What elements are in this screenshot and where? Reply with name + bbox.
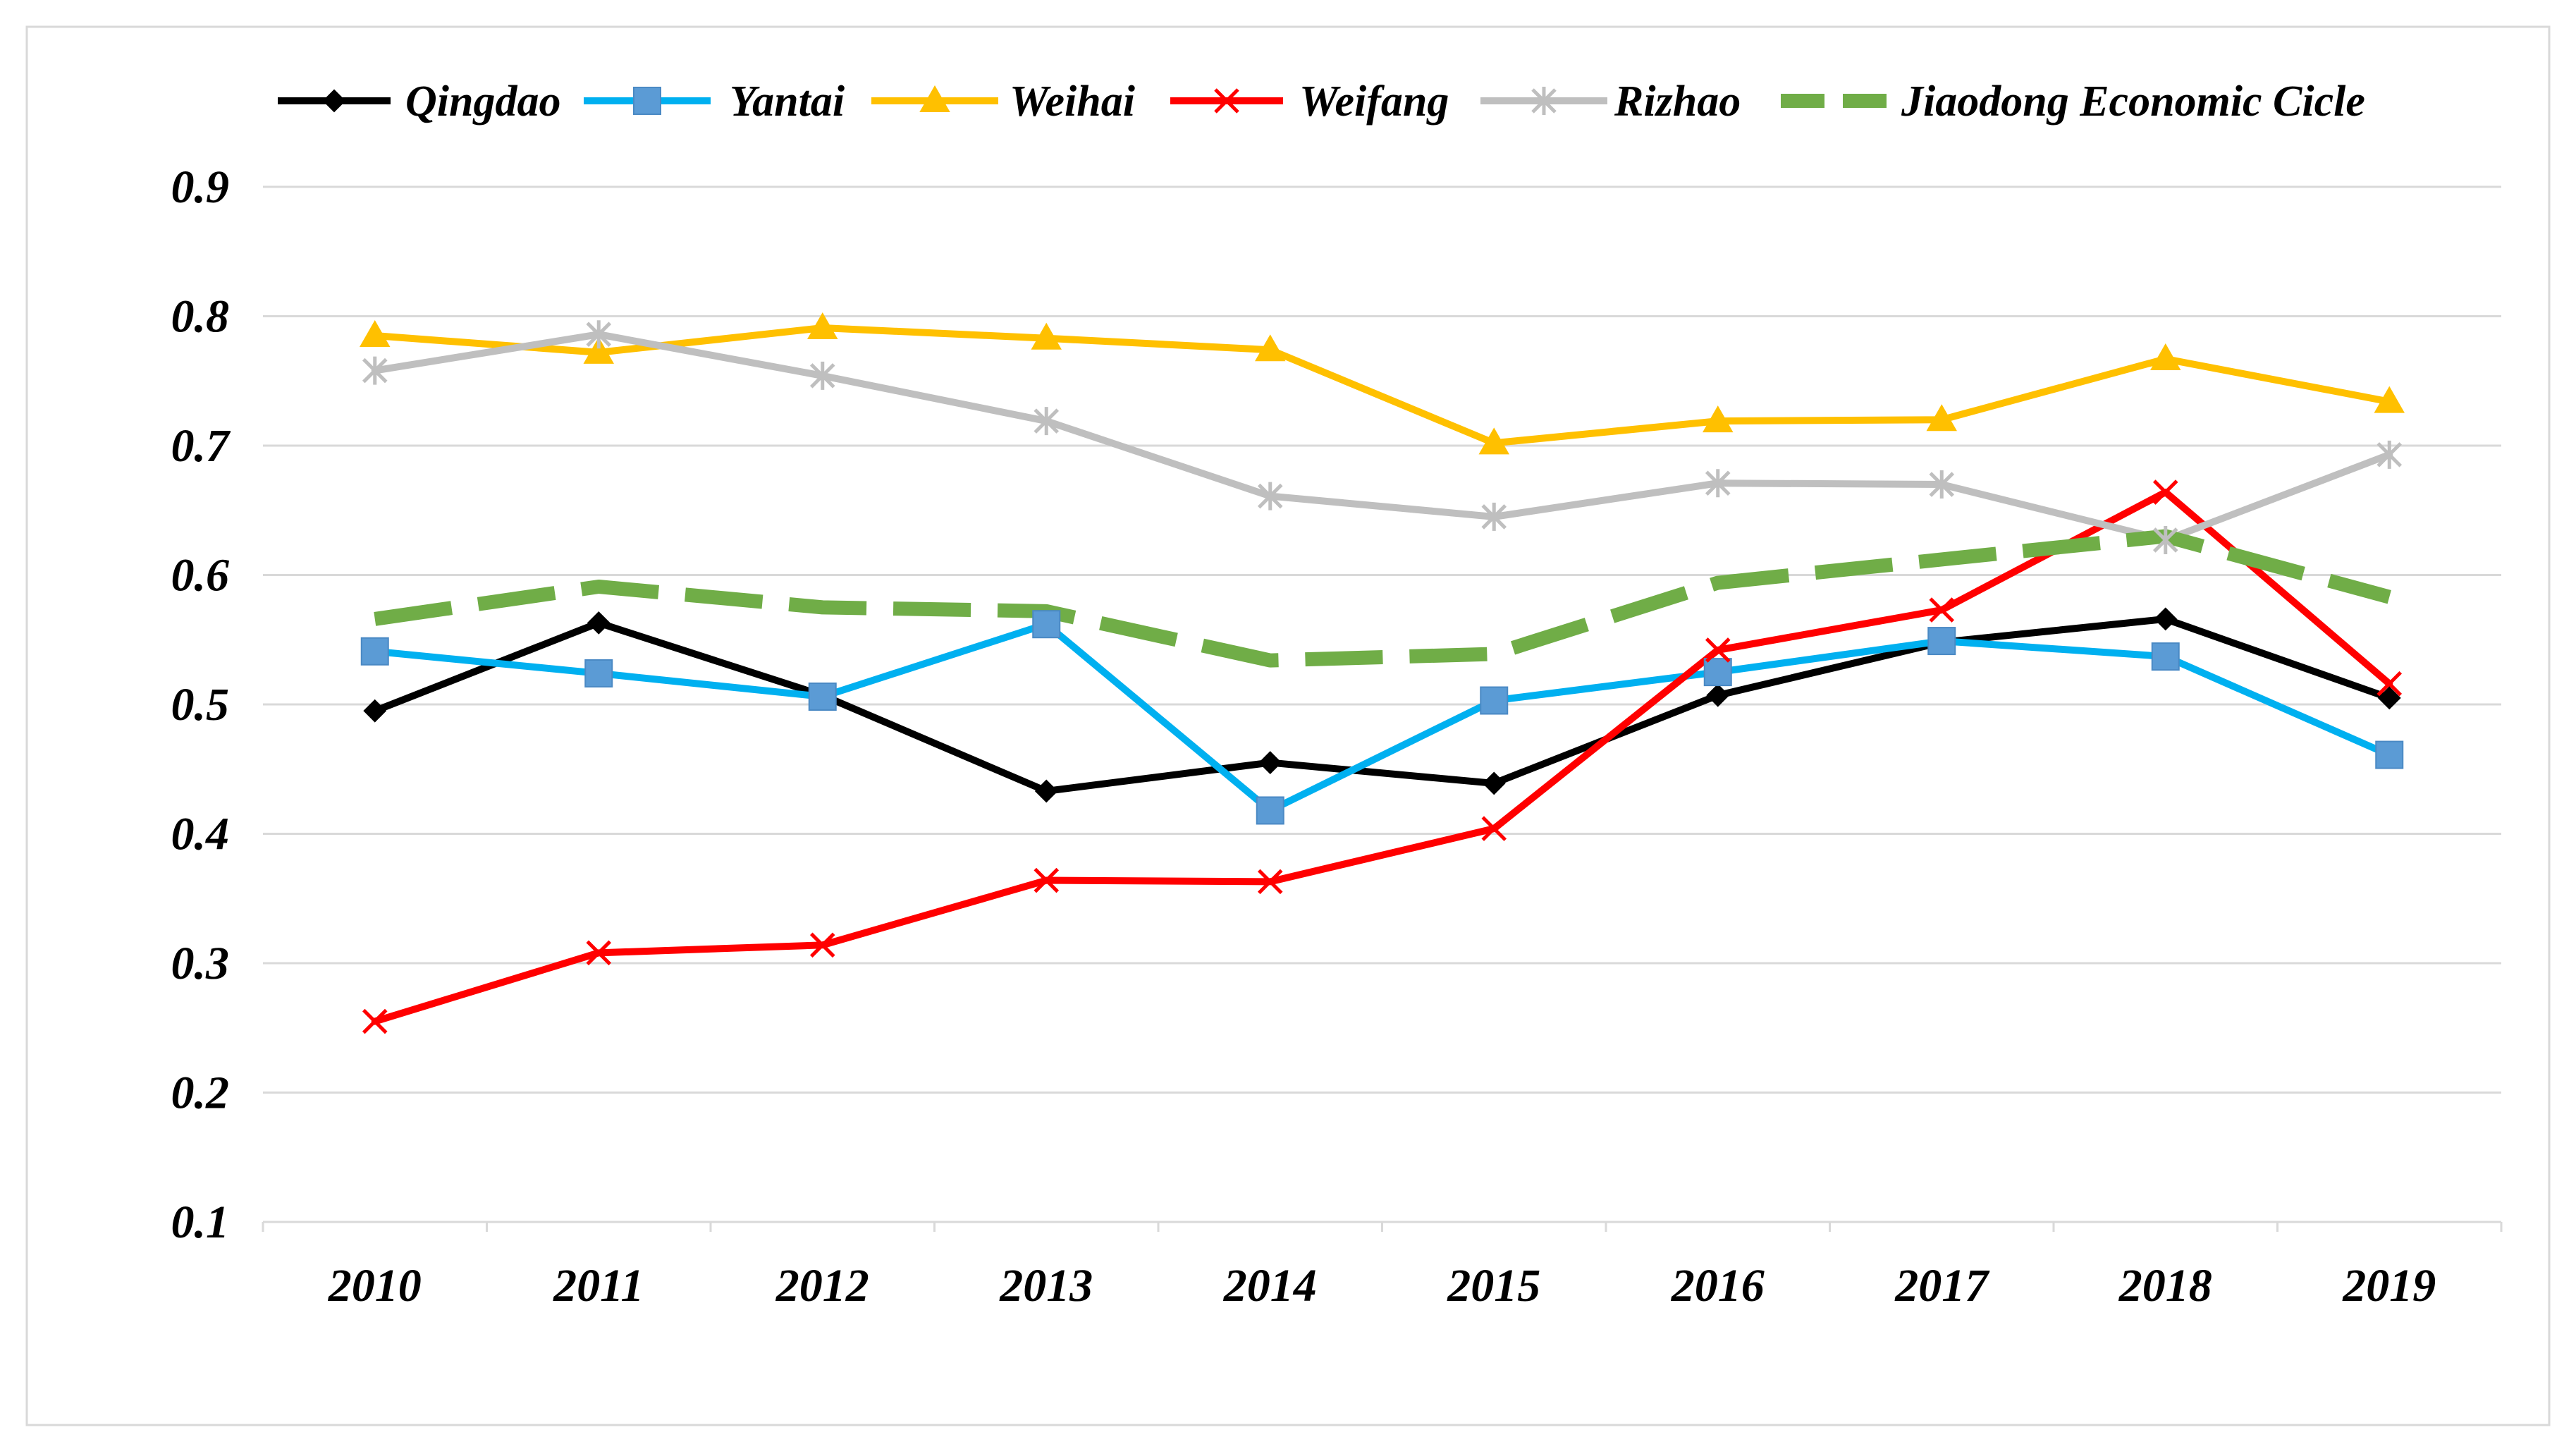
point-rizhao-2013 xyxy=(1034,407,1060,436)
legend-item-qingdao: Qingdao xyxy=(278,78,560,126)
x-tick-label-2010: 2010 xyxy=(328,1260,422,1312)
x-tick-label-2018: 2018 xyxy=(2118,1260,2212,1312)
point-rizhao-2010 xyxy=(362,356,388,385)
point-qingdao-2013 xyxy=(1034,779,1058,803)
point-weifang-2016 xyxy=(1705,637,1731,663)
legend-label-rizhao: Rizhao xyxy=(1614,78,1741,126)
point-qingdao-2011 xyxy=(587,611,611,635)
x-tick-label-2019: 2019 xyxy=(2342,1260,2436,1312)
legend-item-yantai: Yantai xyxy=(584,78,845,126)
y-tick-label: 0.1 xyxy=(171,1197,230,1248)
point-rizhao-2018 xyxy=(2152,525,2178,554)
point-weifang-2017 xyxy=(1929,597,1955,623)
point-weihai-2014 xyxy=(1255,334,1286,362)
y-tick-label: 0.5 xyxy=(171,679,230,730)
y-tick-label: 0.8 xyxy=(171,291,230,343)
point-yantai-2016 xyxy=(1703,658,1732,687)
x-tick-label-2016: 2016 xyxy=(1671,1260,1765,1312)
series-line-weihai xyxy=(371,324,2393,447)
legend-marker-weifang xyxy=(1214,88,1239,114)
point-weihai-2015 xyxy=(1478,427,1509,455)
legend: Qingdao Yantai Weihai Weifang Rizhao Jiaodong… xyxy=(278,78,2365,126)
point-yantai-2013 xyxy=(1032,610,1061,639)
legend-item-weihai: Weihai xyxy=(871,78,1135,126)
point-rizhao-2011 xyxy=(586,320,612,349)
point-qingdao-2019 xyxy=(2377,686,2401,710)
point-yantai-2012 xyxy=(808,682,837,711)
x-tick-label-2014: 2014 xyxy=(1223,1260,1317,1312)
series-line-qingdao xyxy=(371,615,2393,795)
x-tick-label-2012: 2012 xyxy=(775,1260,869,1312)
point-yantai-2015 xyxy=(1480,686,1509,715)
y-tick-label: 0.6 xyxy=(171,550,230,601)
series-lines xyxy=(371,324,2393,1025)
legend-marker-qingdao xyxy=(322,89,346,113)
point-qingdao-2014 xyxy=(1258,751,1282,774)
legend-label-jiaodong: Jiaodong Economic Cicle xyxy=(1901,78,2365,126)
y-tick-label: 0.2 xyxy=(171,1068,230,1119)
point-weihai-2011 xyxy=(583,336,614,364)
x-tick-label-2017: 2017 xyxy=(1894,1260,1990,1312)
point-rizhao-2012 xyxy=(809,361,835,390)
point-yantai-2011 xyxy=(584,659,613,687)
point-qingdao-2015 xyxy=(1482,771,1506,795)
point-rizhao-2017 xyxy=(1929,470,1955,499)
legend-marker-weihai xyxy=(919,85,950,112)
series-line-jiaodong xyxy=(374,529,2391,668)
tick-labels: 0.1 0.2 0.3 0.4 0.5 0.6 0.7 0.8 0.9 2010 2011 2012 2… xyxy=(171,161,2436,1312)
legend-label-weifang: Weifang xyxy=(1299,78,1449,126)
legend-marker-yantai xyxy=(633,87,661,115)
y-tick-label: 0.4 xyxy=(171,809,230,860)
point-weihai-2018 xyxy=(2150,343,2181,371)
point-weifang-2015 xyxy=(1481,816,1507,841)
point-weihai-2012 xyxy=(807,312,838,340)
x-tick-label-2015: 2015 xyxy=(1447,1260,1540,1312)
gridlines xyxy=(263,185,2501,1094)
point-yantai-2014 xyxy=(1256,796,1284,825)
axes xyxy=(262,1221,2503,1232)
point-rizhao-2015 xyxy=(1481,502,1507,531)
point-rizhao-2019 xyxy=(2376,440,2403,469)
point-weihai-2010 xyxy=(360,320,391,348)
point-qingdao-2018 xyxy=(2154,607,2178,631)
x-tick-label-2013: 2013 xyxy=(999,1260,1093,1312)
point-weifang-2019 xyxy=(2376,671,2403,697)
legend-marker-rizhao xyxy=(1531,87,1557,115)
point-yantai-2010 xyxy=(360,637,389,666)
point-weifang-2013 xyxy=(1034,867,1060,893)
y-tick-label: 0.7 xyxy=(171,420,232,472)
point-weifang-2014 xyxy=(1257,869,1283,895)
point-rizhao-2014 xyxy=(1257,482,1283,510)
y-tick-label: 0.9 xyxy=(171,161,230,213)
point-yantai-2019 xyxy=(2375,740,2404,769)
series-markers xyxy=(360,312,2405,1034)
point-yantai-2018 xyxy=(2151,642,2180,671)
series-line-yantai xyxy=(371,620,2393,814)
chart-border xyxy=(25,25,2551,1426)
legend-label-yantai: Yantai xyxy=(730,78,845,126)
point-weihai-2013 xyxy=(1031,322,1062,350)
legend-label-weihai: Weihai xyxy=(1010,78,1135,126)
point-weifang-2018 xyxy=(2152,479,2178,505)
point-qingdao-2016 xyxy=(1706,683,1730,707)
point-weifang-2011 xyxy=(586,940,612,966)
legend-item-jiaodong: Jiaodong Economic Cicle xyxy=(1781,78,2365,126)
x-tick-label-2011: 2011 xyxy=(553,1260,644,1312)
point-weifang-2010 xyxy=(362,1008,388,1034)
legend-label-qingdao: Qingdao xyxy=(405,78,560,126)
series-line-rizhao xyxy=(371,331,2393,544)
legend-item-weifang: Weifang xyxy=(1170,78,1449,126)
point-weihai-2016 xyxy=(1703,405,1734,433)
point-weihai-2017 xyxy=(1926,404,1957,432)
point-qingdao-2010 xyxy=(363,699,387,723)
y-tick-label: 0.3 xyxy=(171,938,230,989)
legend-item-rizhao: Rizhao xyxy=(1480,78,1741,126)
point-rizhao-2016 xyxy=(1705,469,1731,498)
point-yantai-2017 xyxy=(1927,627,1956,656)
point-weifang-2012 xyxy=(809,932,835,958)
point-weihai-2019 xyxy=(2374,386,2405,413)
